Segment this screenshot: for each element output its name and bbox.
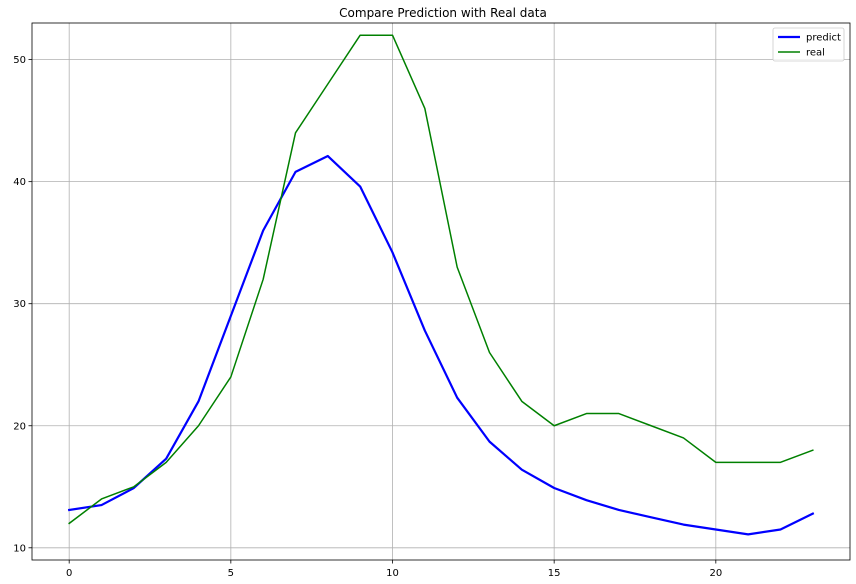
y-tick-label: 50 <box>13 55 26 66</box>
legend-label-predict: predict <box>806 33 841 44</box>
y-tick-label: 20 <box>13 421 26 432</box>
legend: predict real <box>772 27 845 62</box>
y-tick-label: 30 <box>13 299 26 310</box>
x-tick-label: 10 <box>386 568 399 579</box>
series-layer <box>67 34 815 536</box>
plot-area <box>31 22 851 561</box>
x-tick-label: 20 <box>709 568 722 579</box>
grid-lines <box>32 23 850 560</box>
y-tick-label: 40 <box>13 177 26 188</box>
chart-title: Compare Prediction with Real data <box>339 6 547 20</box>
legend-label-real: real <box>806 48 825 59</box>
series-line-real <box>68 34 814 525</box>
x-axis: 0 5 10 15 20 <box>66 560 722 579</box>
x-tick-label: 15 <box>548 568 561 579</box>
series-line-predict <box>67 154 815 536</box>
x-tick-label: 0 <box>66 568 72 579</box>
y-tick-label: 10 <box>13 543 26 554</box>
x-tick-label: 5 <box>228 568 234 579</box>
y-axis: 10 20 30 40 50 <box>13 55 32 554</box>
